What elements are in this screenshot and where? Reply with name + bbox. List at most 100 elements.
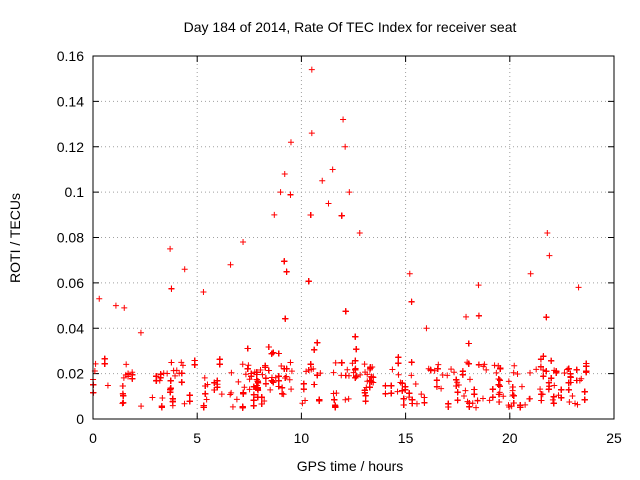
- data-point: [509, 391, 516, 398]
- data-point: [388, 390, 395, 397]
- data-point-peak: [346, 189, 353, 196]
- data-point: [191, 357, 198, 364]
- data-point: [338, 359, 345, 366]
- data-point: [200, 404, 207, 411]
- data-point: [495, 375, 502, 382]
- x-tick-label: 20: [502, 430, 518, 446]
- data-point: [228, 389, 235, 396]
- data-point: [218, 391, 225, 398]
- data-point: [540, 366, 547, 373]
- y-tick-label: 0.1: [65, 184, 85, 200]
- data-point: [399, 380, 406, 387]
- data-point: [268, 377, 275, 384]
- data-point: [300, 380, 307, 387]
- data-point: [120, 399, 127, 406]
- data-point: [282, 375, 289, 382]
- data-point: [228, 369, 235, 376]
- data-point: [496, 383, 503, 390]
- data-point: [583, 360, 590, 367]
- data-point: [286, 376, 293, 383]
- data-point: [465, 360, 472, 367]
- data-point: [564, 366, 571, 373]
- chart-title: Day 184 of 2014, Rate Of TEC Index for r…: [184, 19, 517, 35]
- data-point: [506, 403, 513, 410]
- data-point: [153, 377, 160, 384]
- data-point: [465, 340, 472, 347]
- data-point: [119, 390, 126, 397]
- data-point: [388, 382, 395, 389]
- data-point: [496, 391, 503, 398]
- data-point: [382, 390, 389, 397]
- data-point: [250, 402, 257, 409]
- data-point: [216, 356, 223, 363]
- data-point: [167, 386, 174, 393]
- data-point: [257, 366, 264, 373]
- x-tick-label: 5: [193, 430, 201, 446]
- data-point: [283, 268, 290, 275]
- data-point: [475, 312, 482, 319]
- data-point: [569, 392, 576, 399]
- data-point: [229, 403, 236, 410]
- data-point: [307, 212, 314, 219]
- data-point: [254, 394, 261, 401]
- data-point: [435, 361, 442, 368]
- data-point: [261, 398, 268, 405]
- data-point: [543, 314, 550, 321]
- data-point: [578, 375, 585, 382]
- data-point: [364, 371, 371, 378]
- data-point: [272, 374, 279, 381]
- data-point: [203, 396, 210, 403]
- data-point: [120, 374, 127, 381]
- data-point: [159, 395, 166, 402]
- data-point: [489, 386, 496, 393]
- data-point: [262, 362, 269, 369]
- data-point: [353, 373, 360, 380]
- data-point: [479, 395, 486, 402]
- data-point: [394, 388, 401, 395]
- data-point: [245, 362, 252, 369]
- data-point: [538, 397, 545, 404]
- data-point: [510, 400, 517, 407]
- data-point: [561, 369, 568, 376]
- data-point: [158, 404, 165, 411]
- data-point-peak: [546, 252, 553, 259]
- data-point: [178, 370, 185, 377]
- data-point: [168, 359, 175, 366]
- data-point: [270, 349, 277, 356]
- data-point-peak: [319, 177, 326, 184]
- data-point: [459, 368, 466, 375]
- data-point: [451, 369, 458, 376]
- data-point: [342, 396, 349, 403]
- y-tick-label: 0.06: [57, 275, 84, 291]
- data-point: [202, 390, 209, 397]
- data-point: [434, 365, 441, 372]
- y-tick-label: 0.08: [57, 230, 84, 246]
- data-point: [408, 372, 415, 379]
- data-point: [317, 370, 324, 377]
- data-point: [448, 366, 455, 373]
- data-point: [548, 375, 555, 382]
- data-point: [235, 378, 242, 385]
- data-point: [246, 376, 253, 383]
- data-point: [330, 369, 337, 376]
- data-point: [342, 308, 349, 315]
- data-point: [567, 379, 574, 386]
- data-point: [486, 397, 493, 404]
- data-point: [299, 400, 306, 407]
- data-point: [279, 384, 286, 391]
- data-point: [540, 373, 547, 380]
- y-tick-label: 0: [76, 411, 84, 427]
- data-point: [357, 371, 364, 378]
- data-point: [288, 368, 295, 375]
- data-point-peak: [287, 139, 294, 146]
- data-point: [548, 357, 555, 364]
- data-point: [314, 372, 321, 379]
- data-point: [125, 373, 132, 380]
- data-point: [489, 394, 496, 401]
- data-point-peak: [325, 200, 332, 207]
- data-point: [253, 371, 260, 378]
- data-point: [543, 368, 550, 375]
- data-point: [282, 315, 289, 322]
- data-point: [344, 366, 351, 373]
- data-point-peak: [271, 211, 278, 218]
